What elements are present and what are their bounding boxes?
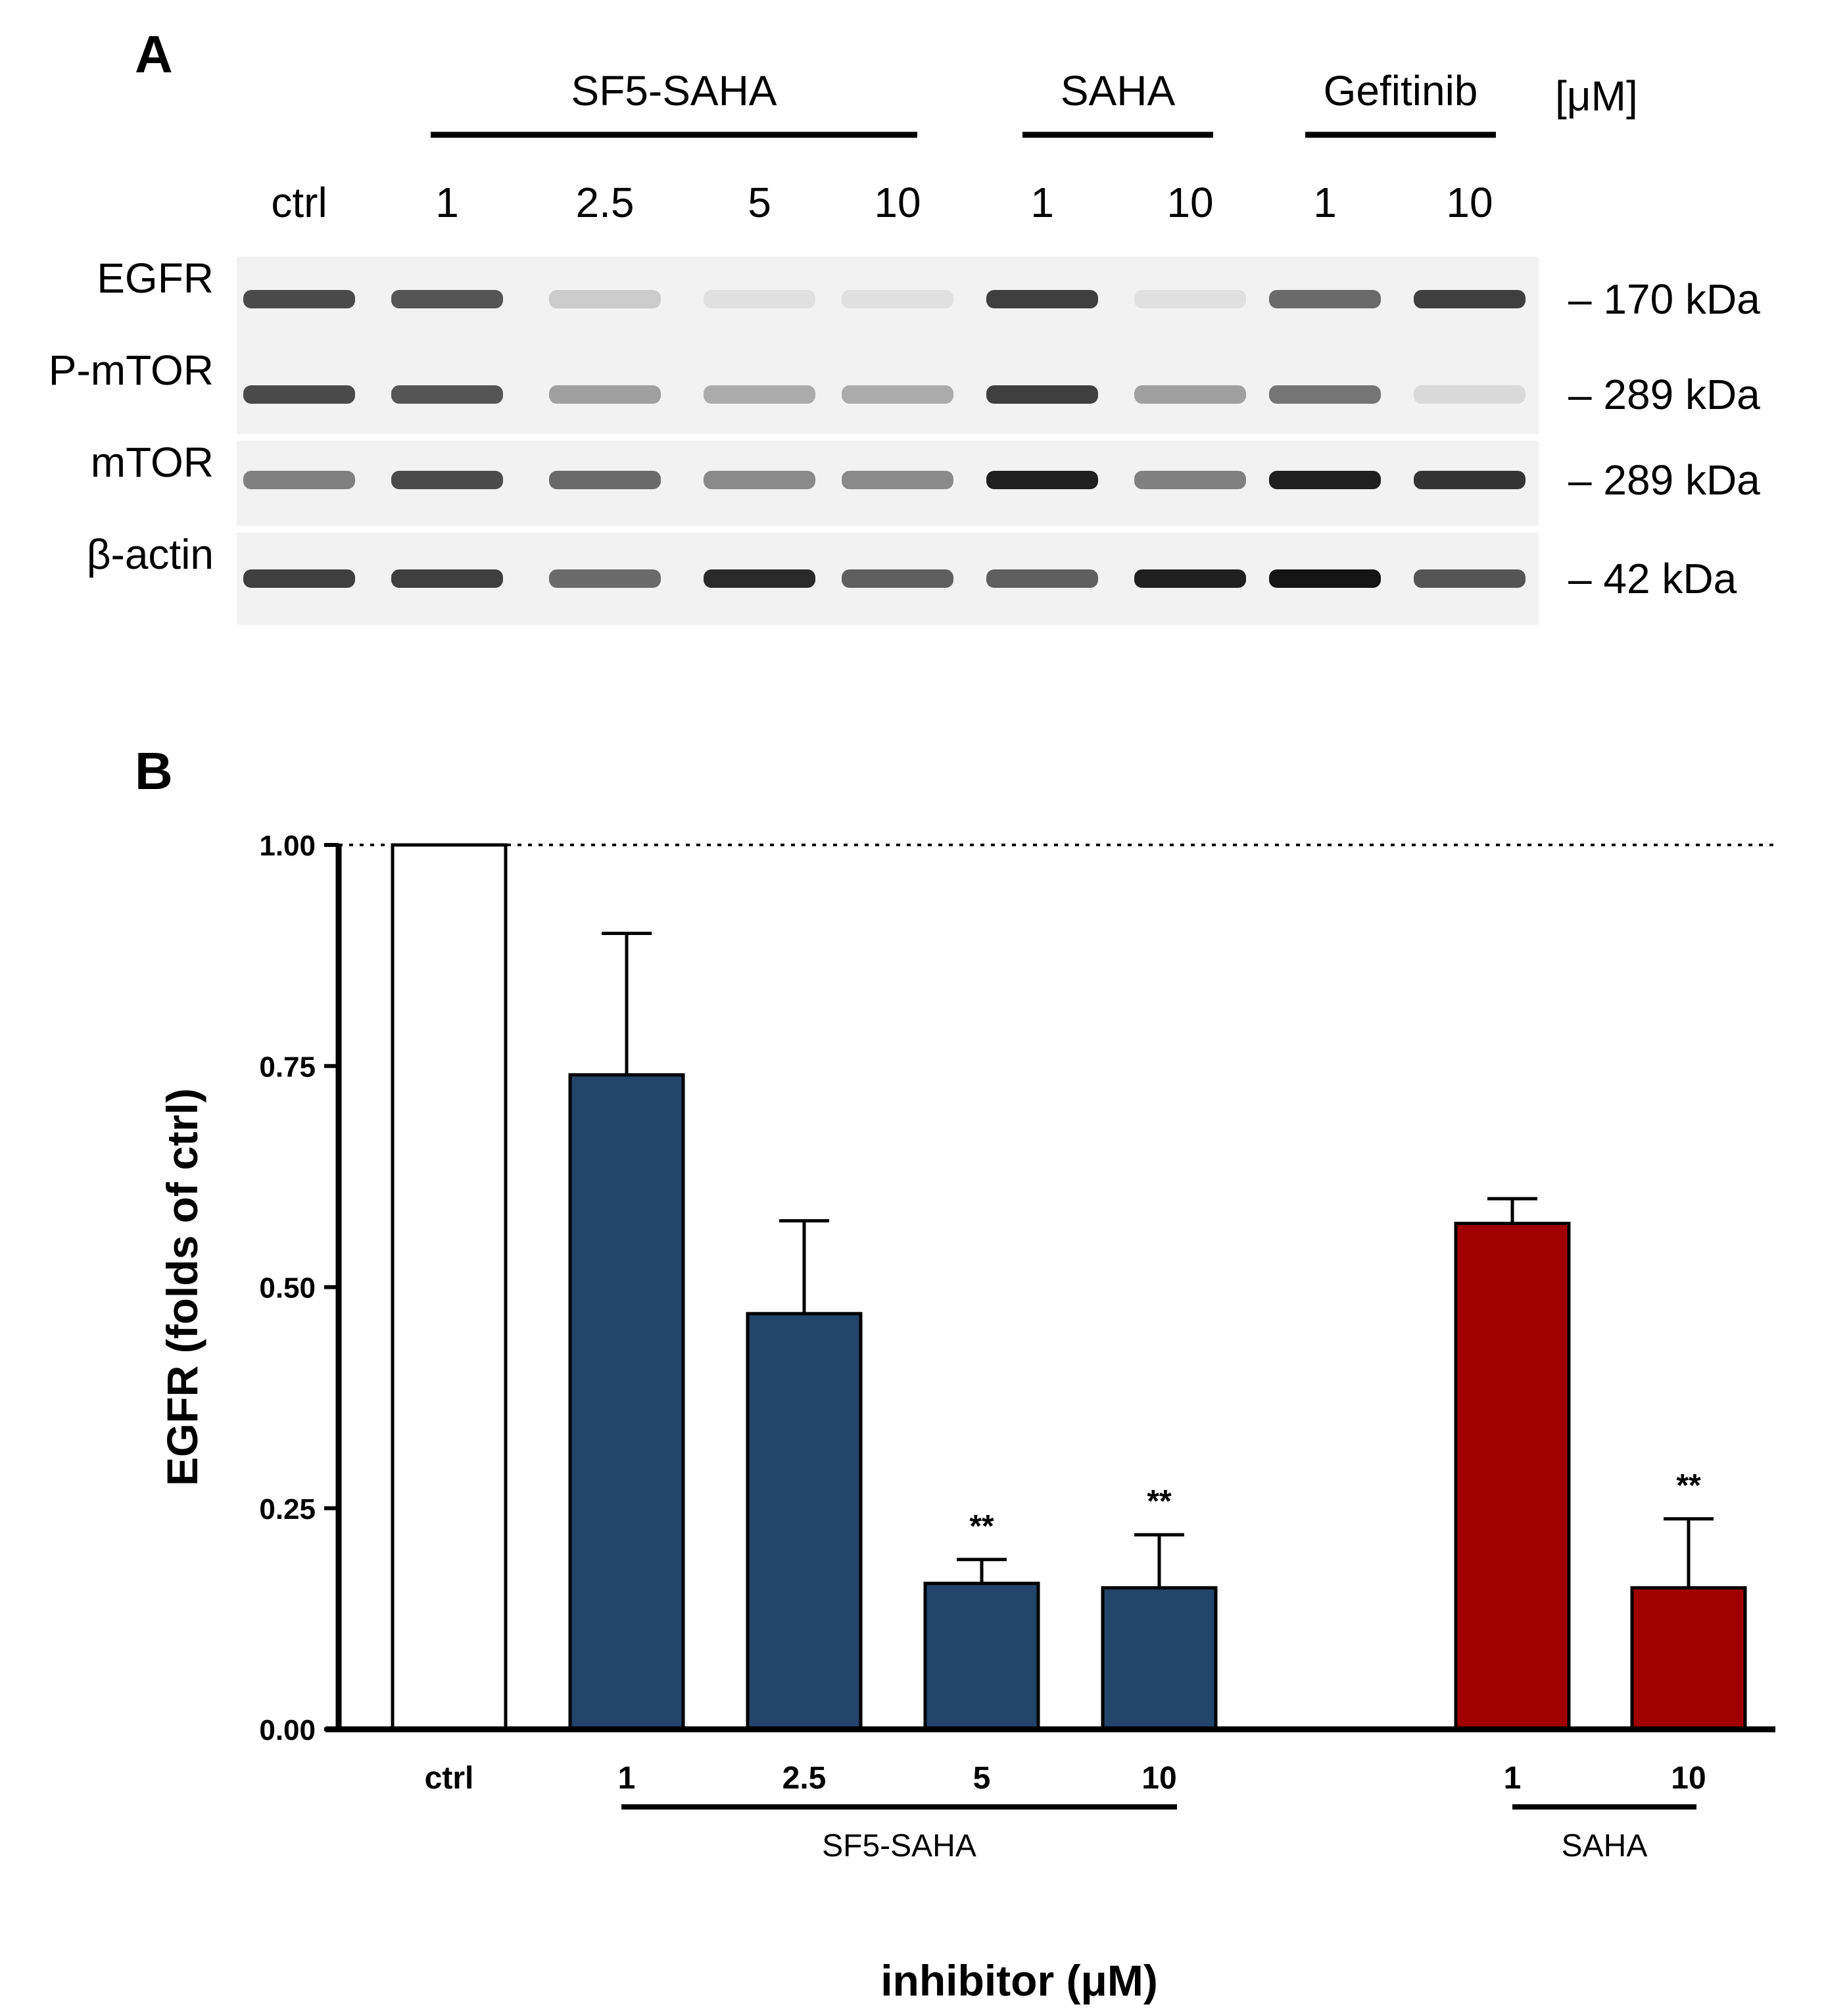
unit-label: [μM] [1555, 72, 1638, 120]
x-tick-label: 5 [973, 1761, 991, 1796]
molecular-weight-label: – 170 kDa [1568, 276, 1760, 323]
blot-band [243, 290, 355, 308]
blot-band [1134, 569, 1246, 588]
x-tick-label: 2.5 [782, 1761, 827, 1796]
blot-protein-label: P-mTOR [49, 347, 214, 394]
blot-band [842, 471, 953, 489]
blot-band [391, 290, 503, 308]
lane-label: 1 [1313, 179, 1337, 226]
bar [923, 1581, 1040, 1731]
bar [568, 1073, 685, 1731]
molecular-weight-label: – 289 kDa [1568, 371, 1760, 418]
western-blot-panel: A SF5-SAHA SAHA Gefitinib [μM] ctrl 1 2.5 5 10 1 10… [49, 25, 1760, 625]
x-tick-label: ctrl [425, 1761, 474, 1796]
blot-group-label: Gefitinib [1324, 67, 1478, 114]
blot-band [986, 471, 1098, 489]
blot-band [842, 385, 953, 404]
lane-label: ctrl [271, 179, 327, 226]
blot-band [549, 569, 661, 588]
blot-band [243, 471, 355, 489]
blot-band [549, 471, 661, 489]
blot-band [1414, 385, 1526, 404]
bar [1454, 1222, 1571, 1731]
blot-band [704, 385, 815, 404]
y-tick-label: 1.00 [259, 830, 316, 862]
blot-protein-label: EGFR [97, 254, 214, 302]
bar [1630, 1586, 1747, 1731]
blot-band [1269, 471, 1381, 489]
y-axis-title: EGFR (folds of ctrl) [158, 1088, 206, 1486]
significance-marker: ** [1676, 1468, 1701, 1503]
blot-band [842, 290, 953, 308]
blot-band [243, 569, 355, 588]
blot-band [704, 569, 815, 588]
blot-protein-label: β-actin [87, 531, 214, 578]
blot-band [549, 290, 661, 308]
bar [391, 843, 508, 1731]
lane-label: 1 [1030, 179, 1054, 226]
blot-band [1134, 385, 1246, 404]
x-tick-label: 10 [1671, 1761, 1706, 1796]
y-tick-label: 0.50 [259, 1272, 316, 1305]
lane-label: 10 [1166, 179, 1213, 226]
blot-band [1134, 471, 1246, 489]
lane-label: 1 [435, 179, 459, 226]
blot-band [1414, 569, 1526, 588]
y-tick-label: 0.75 [259, 1051, 316, 1083]
blot-band [391, 471, 503, 489]
blot-band [549, 385, 661, 404]
lane-label: 10 [874, 179, 921, 226]
bar [1101, 1586, 1218, 1731]
x-tick-label: 1 [1504, 1761, 1522, 1796]
significance-marker: ** [1147, 1484, 1172, 1519]
blot-group-label: SAHA [1061, 67, 1176, 114]
blot-band [1414, 290, 1526, 308]
lane-label: 2.5 [576, 179, 635, 226]
blot-band [243, 385, 355, 404]
significance-marker: ** [969, 1509, 994, 1544]
blot-band [391, 385, 503, 404]
blot-band [986, 569, 1098, 588]
blot-band [842, 569, 953, 588]
blot-band [1134, 290, 1246, 308]
lane-label: 5 [748, 179, 771, 226]
blot-band [704, 471, 815, 489]
group-label: SF5-SAHA [822, 1829, 976, 1863]
blot-band [1414, 471, 1526, 489]
x-tick-label: 1 [618, 1761, 636, 1796]
x-tick-label: 10 [1141, 1761, 1176, 1796]
molecular-weight-label: – 289 kDa [1568, 456, 1760, 504]
blot-band [1269, 569, 1381, 588]
blot-band [1269, 290, 1381, 308]
blot-band [1269, 385, 1381, 404]
y-tick-label: 0.25 [259, 1493, 316, 1525]
blot-band [704, 290, 815, 308]
y-tick-label: 0.00 [259, 1714, 316, 1746]
lane-label: 10 [1446, 179, 1493, 226]
molecular-weight-label: – 42 kDa [1568, 555, 1737, 602]
x-axis-title: inhibitor (μM) [880, 1956, 1158, 2005]
blot-band [391, 569, 503, 588]
blot-group-label: SF5-SAHA [571, 67, 777, 114]
panel-b-label: B [135, 742, 173, 800]
blot-band [986, 290, 1098, 308]
panel-a-label: A [135, 25, 173, 84]
group-label: SAHA [1562, 1829, 1648, 1863]
blot-band [986, 385, 1098, 404]
blot-protein-label: mTOR [91, 439, 214, 486]
bar [746, 1312, 863, 1731]
